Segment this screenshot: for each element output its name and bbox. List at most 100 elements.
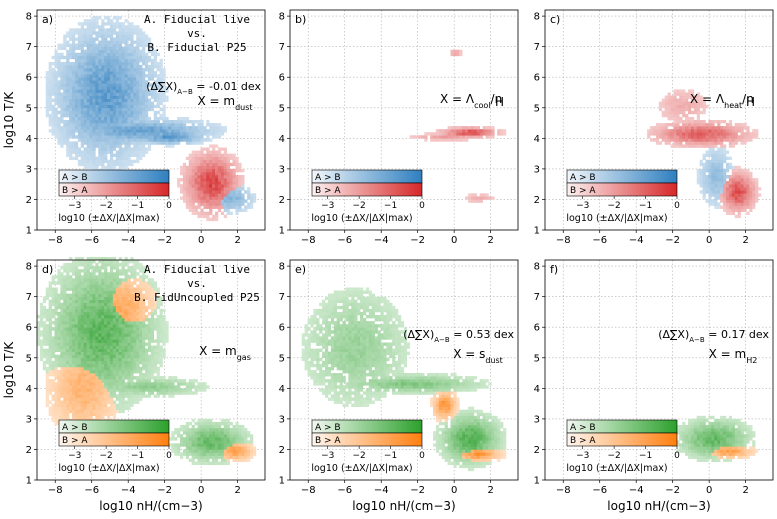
heatmap-cell xyxy=(109,89,114,93)
heatmap-cell xyxy=(162,71,166,75)
heatmap-cell xyxy=(156,110,160,115)
heatmap-cell xyxy=(171,138,175,142)
heatmap-cell xyxy=(107,135,111,139)
heatmap-cell xyxy=(162,138,166,142)
heatmap-cell xyxy=(693,123,698,127)
heatmap-cell xyxy=(112,165,117,170)
heatmap-cell xyxy=(95,281,99,285)
heatmap-cell xyxy=(725,184,730,188)
heatmap-cell xyxy=(127,89,131,93)
heatmap-cell xyxy=(118,144,122,148)
heatmap-cell xyxy=(124,138,128,142)
heatmap-cell xyxy=(133,327,137,331)
heatmap-cell xyxy=(720,141,724,145)
heatmap-cell xyxy=(468,193,472,197)
heatmap-cell xyxy=(57,339,61,343)
heatmap-cell xyxy=(479,196,483,200)
heatmap-cell xyxy=(104,302,108,307)
heatmap-cell xyxy=(45,388,49,392)
heatmap-cell xyxy=(101,34,105,38)
heatmap-cell xyxy=(121,95,125,99)
heatmap-cell xyxy=(118,68,122,72)
heatmap-cell xyxy=(238,202,242,206)
heatmap-cell xyxy=(180,120,184,124)
heatmap-cell xyxy=(92,269,96,273)
heatmap-cell xyxy=(714,196,718,200)
heatmap-cell xyxy=(658,141,663,145)
heatmap-cell xyxy=(86,120,90,124)
heatmap-cell xyxy=(74,58,79,63)
heatmap-cell xyxy=(229,171,233,176)
heatmap-cell xyxy=(51,61,55,66)
heatmap-cell xyxy=(104,16,108,20)
heatmap-cell xyxy=(127,162,131,167)
heatmap-cell xyxy=(104,92,108,96)
heatmap-cell xyxy=(98,74,102,78)
heatmap-cell xyxy=(109,101,114,106)
heatmap-cell xyxy=(235,205,239,209)
heatmap-cell xyxy=(226,187,230,191)
heatmap-cell xyxy=(66,144,70,148)
heatmap-cell xyxy=(57,379,61,383)
heatmap-cell xyxy=(139,74,143,78)
heatmap-cell xyxy=(66,123,70,127)
heatmap-cell xyxy=(130,135,134,139)
heatmap-cell xyxy=(118,83,122,87)
heatmap-cell xyxy=(708,187,712,191)
heatmap-cell xyxy=(118,141,122,145)
heatmap-cell xyxy=(717,178,721,182)
heatmap-cell xyxy=(758,193,762,197)
heatmap-cell xyxy=(74,299,79,304)
heatmap-cell xyxy=(229,202,233,206)
heatmap-cell xyxy=(197,123,201,127)
heatmap-cell xyxy=(92,135,96,139)
panel-label: b) xyxy=(295,13,306,26)
heatmap-cell xyxy=(127,150,131,154)
heatmap-cell xyxy=(430,138,434,142)
heatmap-cell xyxy=(124,61,128,66)
heatmap-cell xyxy=(104,153,108,157)
heatmap-cell xyxy=(142,354,146,359)
heatmap-cell xyxy=(755,178,759,182)
heatmap-cell xyxy=(139,342,143,346)
heatmap-cell xyxy=(685,113,689,118)
heatmap-cell xyxy=(101,107,105,112)
heatmap-cell xyxy=(133,366,137,371)
heatmap-cell xyxy=(147,77,152,81)
heatmap-cell xyxy=(171,123,175,127)
heatmap-cell xyxy=(60,287,64,291)
heatmap-cell xyxy=(670,113,674,118)
heatmap-cell xyxy=(107,256,111,261)
heatmap-cell xyxy=(133,92,137,96)
heatmap-cell xyxy=(127,141,131,145)
heatmap-cell xyxy=(60,336,64,340)
heatmap-cell xyxy=(80,126,84,130)
heatmap-cell xyxy=(48,113,52,118)
heatmap-cell xyxy=(226,171,230,176)
heatmap-cell xyxy=(115,409,120,414)
heatmap-cell xyxy=(57,321,61,325)
heatmap-cell xyxy=(725,202,730,206)
heatmap-cell xyxy=(48,363,52,368)
heatmap-cell xyxy=(104,360,108,365)
heatmap-cell xyxy=(54,107,58,112)
heatmap-cell xyxy=(104,345,108,349)
heatmap-cell xyxy=(69,397,73,401)
heatmap-cell xyxy=(121,357,125,362)
heatmap-cell xyxy=(115,299,120,304)
heatmap-cell xyxy=(153,89,157,93)
heatmap-cell xyxy=(731,190,735,194)
heatmap-cell xyxy=(130,370,134,374)
heatmap-cell xyxy=(74,147,79,151)
heatmap-cell xyxy=(112,321,117,325)
heatmap-cell xyxy=(136,321,140,325)
heatmap-cell xyxy=(98,336,102,340)
heatmap-cell xyxy=(682,113,686,118)
heatmap-cell xyxy=(98,269,102,273)
heatmap-cell xyxy=(188,159,192,164)
heatmap-cell xyxy=(139,144,143,148)
heatmap-cell xyxy=(142,31,146,35)
heatmap-cell xyxy=(60,412,64,417)
heatmap-cell xyxy=(80,68,84,72)
heatmap-cell xyxy=(92,305,96,310)
